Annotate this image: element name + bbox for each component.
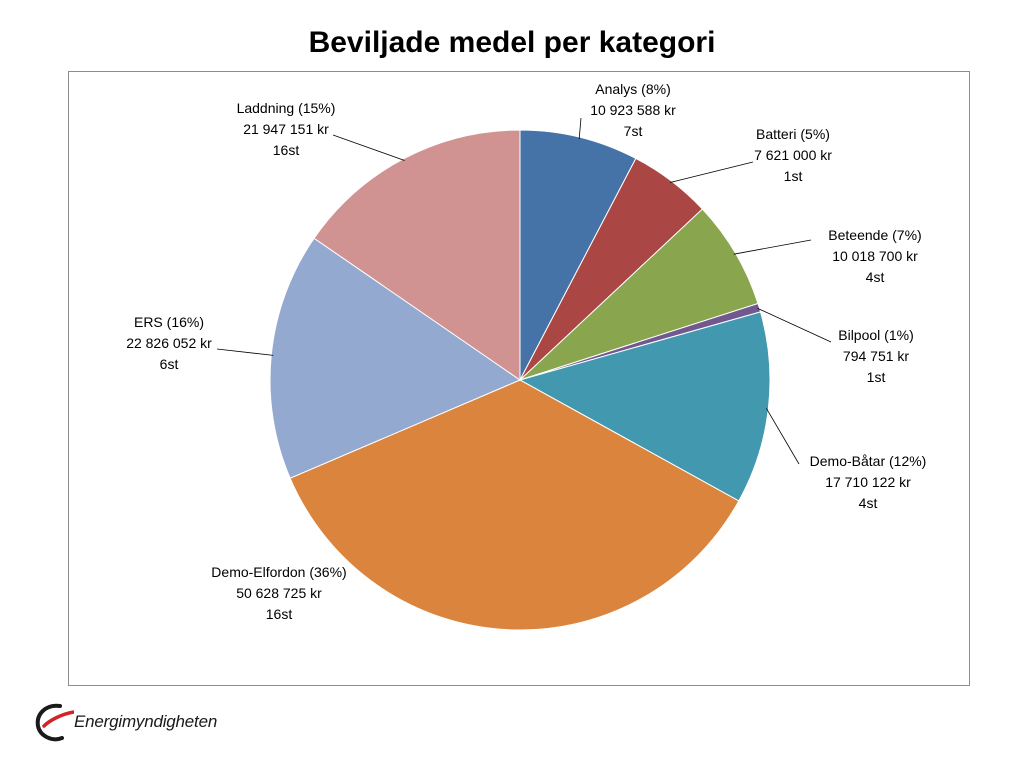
slice-label-name: Analys (8%) xyxy=(595,81,670,97)
slice-label-name: Demo-Båtar (12%) xyxy=(810,453,927,469)
pie-slice-laddning xyxy=(313,129,521,381)
slice-label-count: 6st xyxy=(160,356,179,372)
slice-label-name: Bilpool (1%) xyxy=(838,327,913,343)
slice-label-name: Batteri (5%) xyxy=(756,126,830,142)
leader-line xyxy=(757,307,832,343)
chart-area: Analys (8%) 10 923 588 kr 7st Batteri (5%) 7… xyxy=(68,71,970,686)
slice-label: Demo-Båtar (12%) 17 710 122 kr 4st xyxy=(810,453,927,511)
slice-label-amount: 7 621 000 kr xyxy=(754,147,832,163)
slice-label-count: 4st xyxy=(859,495,878,511)
slice-label-amount: 794 751 kr xyxy=(843,348,909,364)
slice-label-amount: 50 628 725 kr xyxy=(236,585,322,601)
slice-label: Bilpool (1%) 794 751 kr 1st xyxy=(838,327,913,385)
slice-label-count: 16st xyxy=(273,142,300,158)
leader-line xyxy=(332,134,405,161)
slice-label-name: Beteende (7%) xyxy=(828,227,921,243)
slice-label-count: 1st xyxy=(867,369,886,385)
slice-label: ERS (16%) 22 826 052 kr 6st xyxy=(126,314,212,372)
pie-slice-demo-b-tar xyxy=(518,311,771,502)
pie-slice-beteende xyxy=(519,208,759,381)
slice-label: Demo-Elfordon (36%) 50 628 725 kr 16st xyxy=(211,564,346,622)
logo-mark-icon xyxy=(35,703,74,742)
slice-label-name: Laddning (15%) xyxy=(237,100,336,116)
energimyndigheten-logo: Energimyndigheten xyxy=(34,700,234,744)
logo-text: Energimyndigheten xyxy=(74,712,218,731)
slice-label-amount: 22 826 052 kr xyxy=(126,335,212,351)
slice-label: Batteri (5%) 7 621 000 kr 1st xyxy=(754,126,832,184)
leader-line xyxy=(766,408,800,465)
leader-line xyxy=(216,348,274,356)
leader-line xyxy=(669,161,754,183)
slice-label-count: 4st xyxy=(866,269,885,285)
slice-label-count: 7st xyxy=(624,123,643,139)
chart-title: Beviljade medel per kategori xyxy=(308,26,716,59)
pie-slice-demo-elfordon xyxy=(289,379,740,631)
slice-label-name: ERS (16%) xyxy=(134,314,204,330)
slice-label-name: Demo-Elfordon (36%) xyxy=(211,564,346,580)
slice-label: Analys (8%) 10 923 588 kr 7st xyxy=(590,81,676,139)
slice-label-count: 1st xyxy=(784,168,803,184)
leader-line xyxy=(733,239,812,255)
pie-chart: Analys (8%) 10 923 588 kr 7st Batteri (5%) 7… xyxy=(126,81,927,631)
slice-label-amount: 17 710 122 kr xyxy=(825,474,911,490)
slice-label: Laddning (15%) 21 947 151 kr 16st xyxy=(237,100,336,158)
leader-line xyxy=(578,117,582,140)
slice-label-amount: 10 018 700 kr xyxy=(832,248,918,264)
slice-label-count: 16st xyxy=(266,606,293,622)
slice-label-amount: 21 947 151 kr xyxy=(243,121,329,137)
slice-label: Beteende (7%) 10 018 700 kr 4st xyxy=(828,227,921,285)
slice-label-amount: 10 923 588 kr xyxy=(590,102,676,118)
